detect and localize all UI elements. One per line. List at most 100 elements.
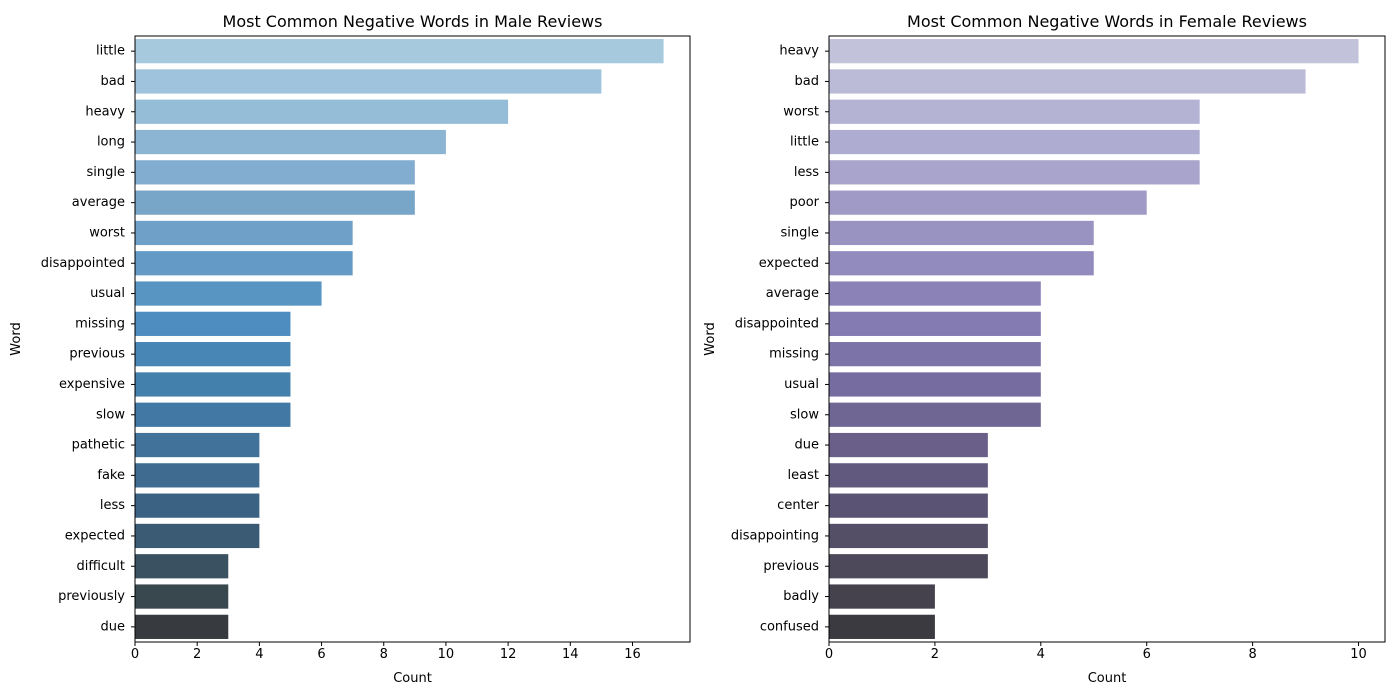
y-tick-label: difficult bbox=[76, 559, 125, 574]
y-axis-label: Word bbox=[703, 322, 718, 355]
x-tick-label: 0 bbox=[131, 647, 139, 662]
bar-worst bbox=[829, 99, 1200, 124]
y-tick-label: missing bbox=[769, 347, 819, 362]
female-reviews-panel: heavy bad worst little less poor single expecte… bbox=[703, 12, 1386, 686]
x-tick-label: 6 bbox=[317, 647, 325, 662]
bar-badly bbox=[829, 584, 935, 609]
y-tick-label: little bbox=[96, 44, 125, 59]
y-tick-label: confused bbox=[760, 619, 819, 634]
y-tick-label: due bbox=[795, 438, 820, 453]
bar-average bbox=[829, 281, 1041, 306]
bar-previous bbox=[135, 342, 291, 367]
y-tick-label: disappointed bbox=[41, 256, 125, 271]
bar-less bbox=[829, 160, 1200, 185]
bar-previously bbox=[135, 584, 229, 609]
x-tick-label: 8 bbox=[1248, 647, 1256, 662]
y-tick-label: missing bbox=[75, 316, 125, 331]
bar-single bbox=[829, 220, 1094, 246]
bar-worst bbox=[135, 220, 353, 246]
bar-fake bbox=[135, 463, 260, 488]
bar-expected bbox=[135, 523, 260, 549]
x-tick-label: 16 bbox=[624, 647, 641, 662]
bar-disappointing bbox=[829, 523, 988, 549]
bar-slow bbox=[135, 402, 291, 427]
bar-slow bbox=[829, 402, 1041, 427]
y-tick-label: single bbox=[781, 225, 820, 240]
y-tick-label: disappointed bbox=[735, 316, 819, 331]
x-tick-label: 10 bbox=[438, 647, 455, 662]
x-tick-label: 12 bbox=[500, 647, 517, 662]
y-tick-label: less bbox=[100, 498, 125, 513]
bar-missing bbox=[135, 311, 291, 336]
y-tick-label: pathetic bbox=[72, 438, 125, 453]
bar-center bbox=[829, 493, 988, 518]
x-tick-label: 6 bbox=[1143, 647, 1151, 662]
y-tick-label: slow bbox=[96, 407, 125, 422]
bar-pathetic bbox=[135, 432, 260, 458]
y-tick-label: disappointing bbox=[731, 528, 819, 543]
y-tick-label: bad bbox=[101, 74, 125, 89]
bar-difficult bbox=[135, 554, 229, 579]
y-tick-label: previously bbox=[58, 589, 125, 604]
y-tick-label: worst bbox=[89, 225, 125, 240]
y-tick-label: previous bbox=[69, 347, 125, 362]
bar-usual bbox=[829, 372, 1041, 397]
x-tick-label: 2 bbox=[931, 647, 939, 662]
y-tick-label: usual bbox=[90, 286, 125, 301]
bar-long bbox=[135, 129, 446, 155]
y-tick-label: due bbox=[101, 619, 126, 634]
bar-least bbox=[829, 463, 988, 488]
y-tick-label: least bbox=[788, 468, 819, 483]
bar-previous bbox=[829, 554, 988, 579]
bar-poor bbox=[829, 190, 1147, 215]
y-tick-label: bad bbox=[795, 74, 819, 89]
y-tick-label: poor bbox=[789, 195, 819, 210]
plot-frame bbox=[134, 35, 691, 643]
bar-confused bbox=[829, 614, 935, 639]
bar-missing bbox=[829, 342, 1041, 367]
y-tick-label: average bbox=[72, 195, 125, 210]
plot-frame bbox=[828, 35, 1386, 643]
bar-single bbox=[135, 160, 415, 185]
y-tick-label: worst bbox=[783, 104, 819, 119]
y-tick-label: expected bbox=[759, 256, 819, 271]
bar-heavy bbox=[135, 99, 509, 124]
x-axis-label: Count bbox=[393, 671, 432, 686]
x-tick-label: 2 bbox=[193, 647, 201, 662]
x-tick-label: 4 bbox=[1037, 647, 1045, 662]
bar-expensive bbox=[135, 372, 291, 397]
y-tick-label: expensive bbox=[59, 377, 125, 392]
chart-title: Most Common Negative Words in Female Rev… bbox=[907, 12, 1307, 31]
y-tick-label: fake bbox=[97, 468, 125, 483]
bar-usual bbox=[135, 281, 322, 306]
bar-little bbox=[829, 129, 1200, 155]
x-tick-label: 10 bbox=[1350, 647, 1367, 662]
y-tick-label: expected bbox=[65, 528, 125, 543]
x-tick-label: 14 bbox=[562, 647, 579, 662]
bar-average bbox=[135, 190, 415, 215]
bar-less bbox=[135, 493, 260, 518]
y-tick-label: center bbox=[777, 498, 819, 513]
y-tick-label: less bbox=[794, 165, 819, 180]
bar-due bbox=[829, 432, 988, 458]
y-tick-label: long bbox=[97, 135, 125, 150]
y-tick-label: badly bbox=[783, 589, 819, 604]
y-tick-label: previous bbox=[763, 559, 819, 574]
y-tick-label: little bbox=[790, 135, 819, 150]
bar-disappointed bbox=[829, 311, 1041, 336]
x-tick-label: 0 bbox=[825, 647, 833, 662]
x-axis-label: Count bbox=[1088, 671, 1127, 686]
y-tick-label: slow bbox=[790, 407, 819, 422]
y-axis-label: Word bbox=[9, 322, 24, 355]
x-tick-label: 4 bbox=[255, 647, 263, 662]
chart-title: Most Common Negative Words in Male Revie… bbox=[223, 12, 603, 31]
y-tick-label: single bbox=[87, 165, 126, 180]
bar-bad bbox=[829, 69, 1306, 94]
y-tick-label: heavy bbox=[85, 104, 125, 119]
x-tick-label: 8 bbox=[380, 647, 388, 662]
bar-expected bbox=[829, 251, 1094, 276]
bar-little bbox=[135, 39, 664, 64]
male-reviews-panel: little bad heavy long single average worst disa… bbox=[9, 12, 691, 686]
bar-heavy bbox=[829, 39, 1359, 64]
